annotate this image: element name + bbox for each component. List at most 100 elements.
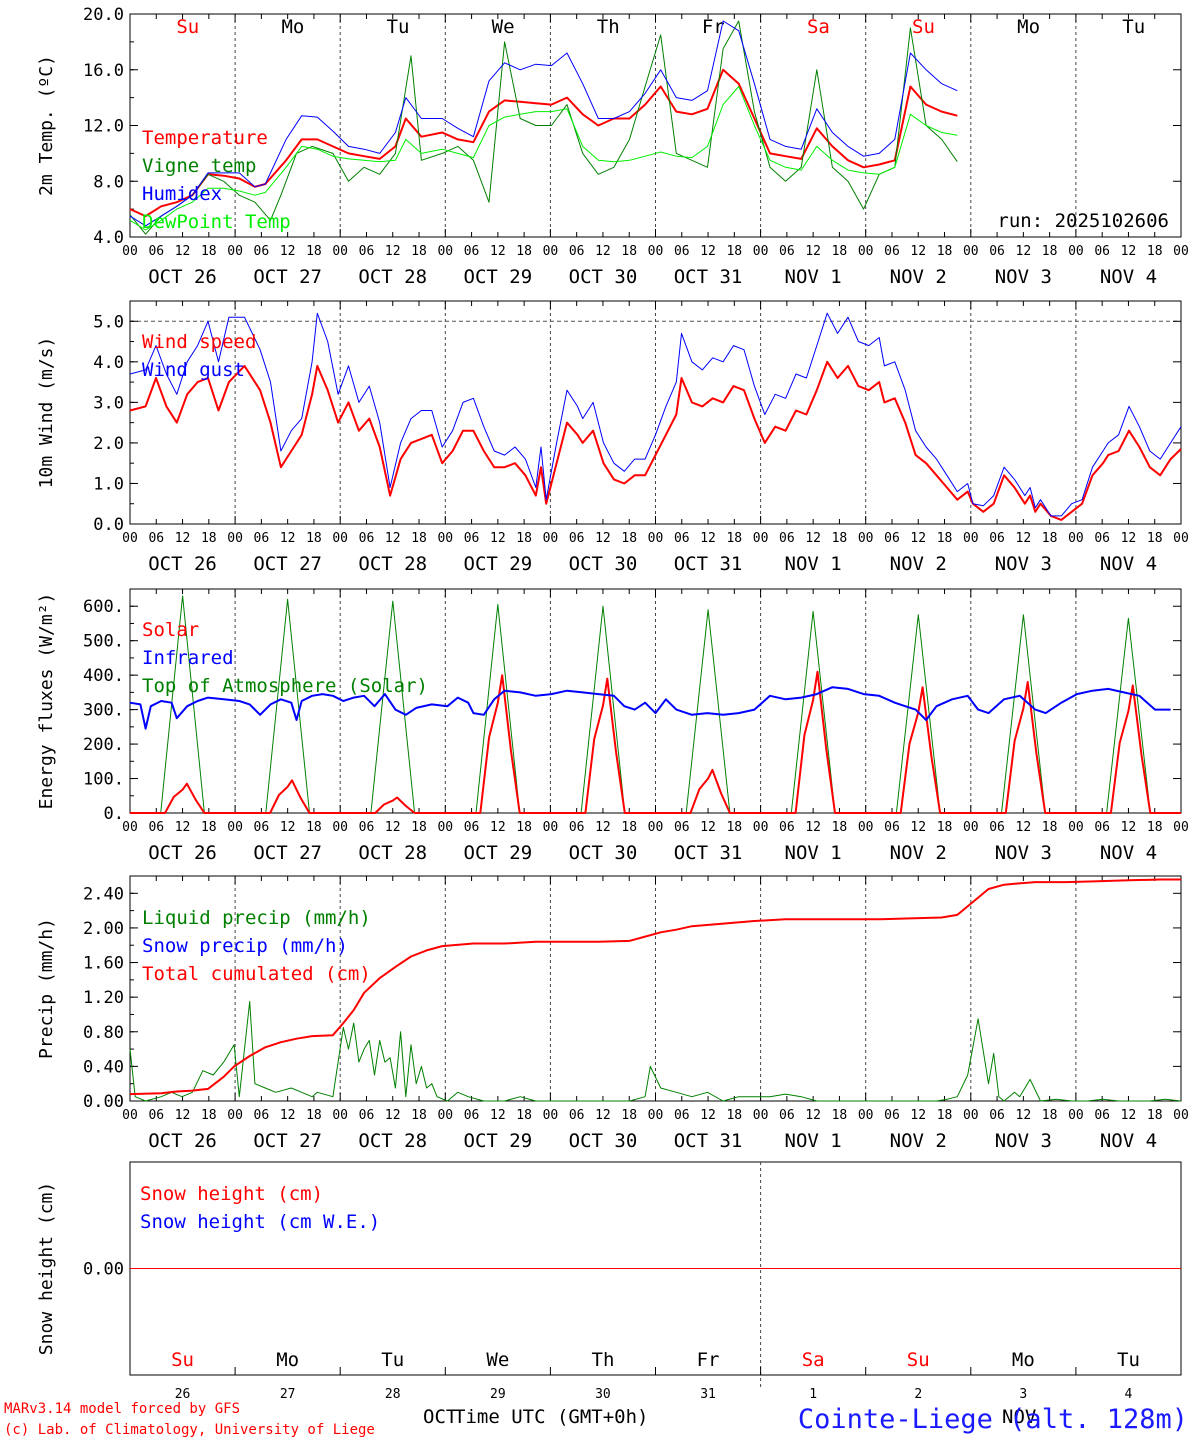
hour-tick-label: 00 — [543, 244, 559, 259]
date-label: OCT 28 — [358, 266, 427, 288]
date-label: NOV 3 — [995, 553, 1052, 575]
hour-tick-label: 00 — [332, 531, 348, 546]
weekday-label: Su — [912, 16, 935, 38]
hour-tick-label: 00 — [753, 244, 769, 259]
panels-layer: 4.08.012.016.020.02m Temp. (ºC)00 06 12 18 0… — [36, 5, 1189, 1402]
legend-entry: Infrared — [142, 647, 234, 669]
hour-tick-label: 06 — [779, 244, 795, 259]
hour-tick-label: 18 — [1147, 531, 1163, 546]
legend-entry: Vigne temp — [142, 155, 256, 177]
date-label: OCT 26 — [148, 553, 217, 575]
hour-tick-label: 00 — [648, 1108, 664, 1123]
hour-tick-label: 18 — [621, 244, 637, 259]
hour-tick-label: 06 — [359, 1108, 375, 1123]
hour-tick-label: 00 — [963, 1108, 979, 1123]
hour-tick-label: 00 — [648, 820, 664, 835]
weekday-label: Mo — [281, 16, 304, 38]
hour-tick-label: 06 — [674, 531, 690, 546]
hour-tick-label: 06 — [464, 531, 480, 546]
y-tick-label: 8.0 — [93, 172, 124, 192]
date-label: OCT 31 — [674, 842, 743, 864]
hour-tick-label: 18 — [621, 531, 637, 546]
hour-tick-label: 18 — [621, 1108, 637, 1123]
lab-credit: (c) Lab. of Climatology, University of L… — [4, 1422, 375, 1438]
hour-tick-label: 00 — [332, 244, 348, 259]
infrared-line — [129, 686, 1171, 730]
hour-tick-label: 18 — [516, 1108, 532, 1123]
hour-tick-label: 06 — [884, 531, 900, 546]
date-label: OCT 29 — [464, 1130, 533, 1152]
date-label: OCT 30 — [569, 1130, 638, 1152]
date-label: NOV 4 — [1100, 553, 1157, 575]
date-label: OCT 26 — [148, 842, 217, 864]
date-label: OCT 29 — [464, 553, 533, 575]
date-label: OCT 29 — [464, 266, 533, 288]
hour-tick-label: 00 — [963, 244, 979, 259]
hour-tick-label: 00 — [1068, 820, 1084, 835]
legend-entry: Snow height (cm W.E.) — [140, 1211, 380, 1233]
day-number-label: 4 — [1125, 1387, 1133, 1402]
legend-entry: Total cumulated (cm) — [142, 963, 371, 985]
series-line — [129, 86, 958, 231]
date-label: NOV 1 — [785, 1130, 842, 1152]
y-tick-label: 1.60 — [83, 954, 124, 974]
y-axis-label: Energy fluxes (W/m²) — [36, 593, 57, 810]
y-tick-label: 0.0 — [93, 515, 124, 535]
hour-tick-label: 18 — [832, 820, 848, 835]
hour-tick-label: 00 — [543, 531, 559, 546]
hour-tick-label: 12 — [700, 820, 716, 835]
weekday-label: Th — [597, 16, 620, 38]
hour-tick-label: 06 — [989, 531, 1005, 546]
hour-tick-label: 18 — [411, 531, 427, 546]
weekday-label: Th — [592, 1349, 615, 1371]
y-axis-label: 2m Temp. (ºC) — [36, 55, 57, 196]
y-tick-label: 0.00 — [83, 1260, 124, 1280]
y-tick-label: 12.0 — [83, 117, 124, 137]
day-number-label: 31 — [700, 1387, 716, 1402]
y-tick-label: 2.0 — [93, 434, 124, 454]
hour-tick-label: 12 — [595, 244, 611, 259]
hour-tick-label: 18 — [411, 244, 427, 259]
hour-tick-label: 00 — [963, 531, 979, 546]
hour-tick-label: 06 — [674, 244, 690, 259]
hour-tick-label: 18 — [726, 531, 742, 546]
hour-tick-label: 18 — [832, 244, 848, 259]
date-label: OCT 30 — [569, 842, 638, 864]
legend-entry: DewPoint Temp — [142, 211, 291, 233]
hour-tick-label: 00 — [858, 820, 874, 835]
hour-tick-label: 12 — [175, 531, 191, 546]
date-label: NOV 2 — [890, 842, 947, 864]
hour-tick-label: 06 — [254, 244, 270, 259]
date-label: OCT 31 — [674, 553, 743, 575]
hour-tick-label: 06 — [779, 531, 795, 546]
hour-tick-label: 12 — [490, 820, 506, 835]
hour-tick-label: 00 — [858, 1108, 874, 1123]
station-name: Cointe-Liege (alt. 128m) — [798, 1404, 1188, 1435]
hour-tick-label: 18 — [1042, 820, 1058, 835]
date-label: NOV 3 — [995, 266, 1052, 288]
hour-tick-label: 18 — [306, 531, 322, 546]
hour-tick-label: 06 — [148, 531, 164, 546]
hour-tick-label: 12 — [175, 820, 191, 835]
hour-tick-label: 06 — [569, 531, 585, 546]
hour-tick-label: 06 — [1094, 1108, 1110, 1123]
hour-tick-label: 00 — [753, 820, 769, 835]
hour-tick-label: 06 — [359, 531, 375, 546]
day-number-label: 1 — [809, 1387, 817, 1402]
month-label-left: OCT — [423, 1406, 457, 1428]
hour-tick-label: 00 — [1173, 244, 1189, 259]
hour-tick-label: 06 — [989, 820, 1005, 835]
y-tick-label: 300. — [83, 701, 124, 721]
solar-line — [130, 670, 1181, 814]
weekday-label: We — [492, 16, 515, 38]
y-tick-label: 4.0 — [93, 353, 124, 373]
run-label: run: 2025102606 — [997, 210, 1169, 232]
hour-tick-label: 00 — [332, 1108, 348, 1123]
hour-tick-label: 12 — [910, 244, 926, 259]
hour-tick-label: 06 — [779, 1108, 795, 1123]
hour-tick-label: 18 — [306, 1108, 322, 1123]
date-label: NOV 4 — [1100, 842, 1157, 864]
series-line — [129, 360, 1182, 521]
hour-tick-label: 12 — [910, 531, 926, 546]
